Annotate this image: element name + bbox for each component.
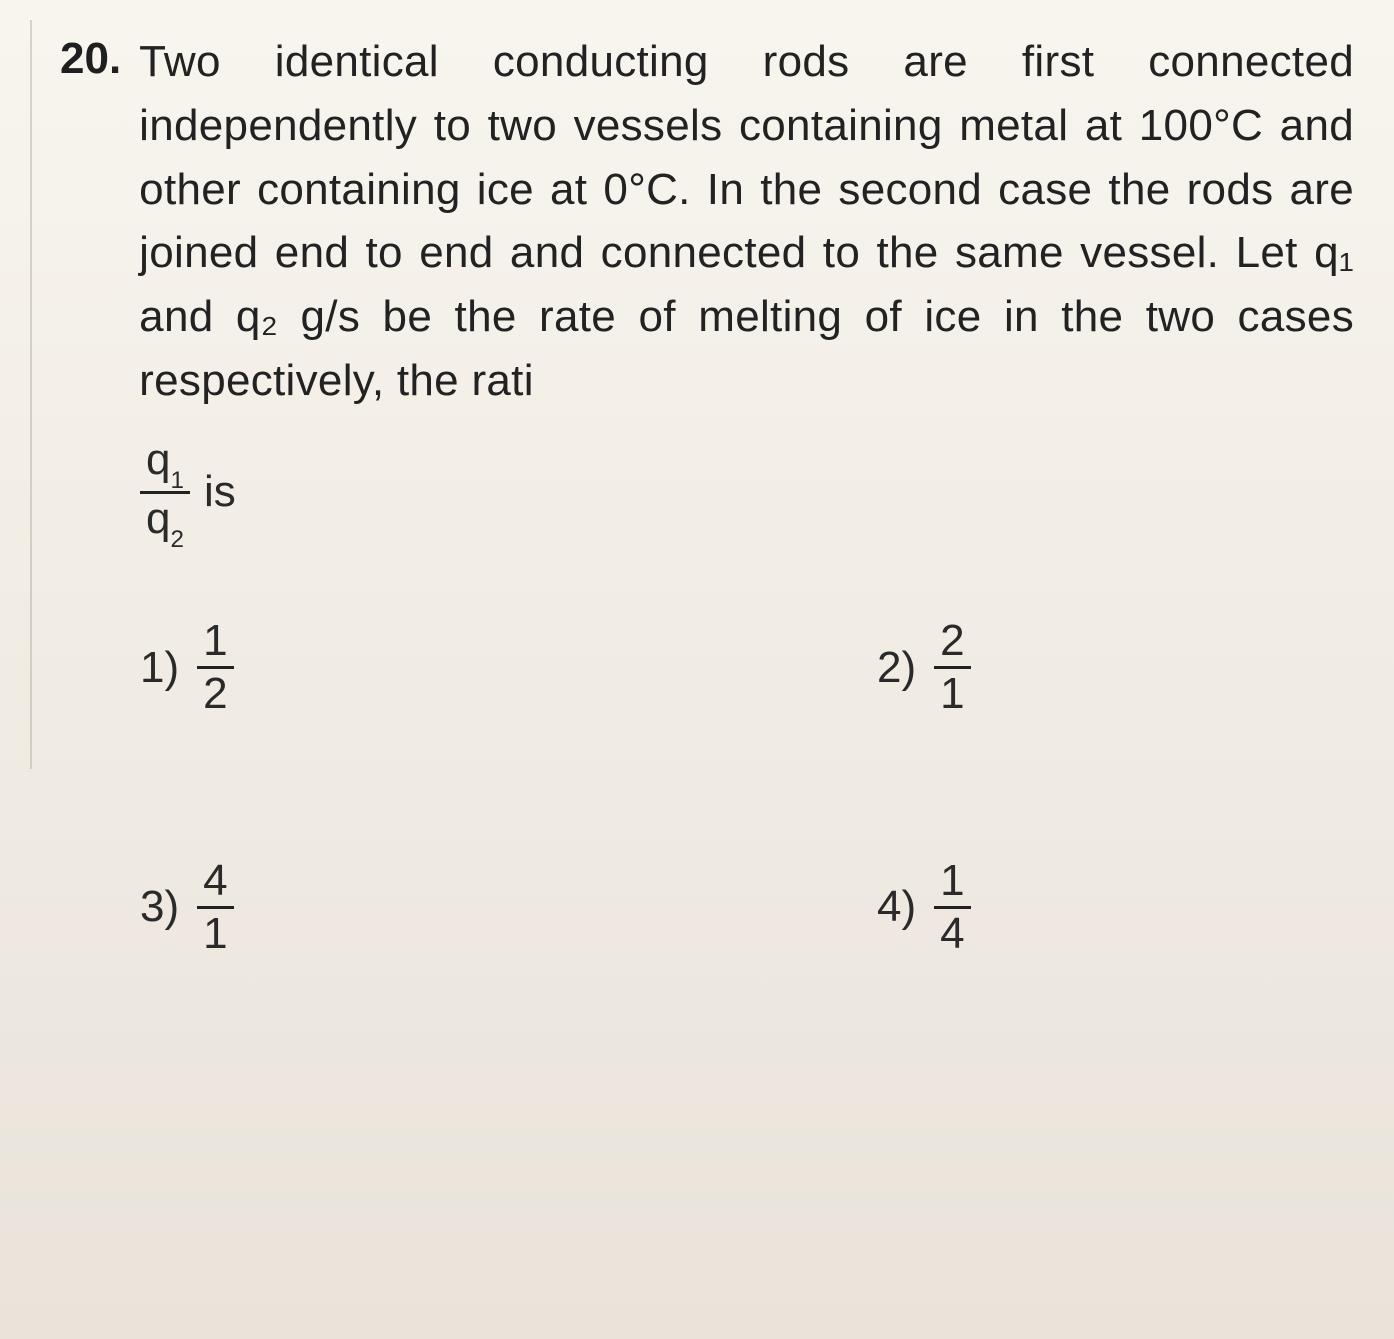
question-text: Two identical conducting rods are first … (139, 30, 1354, 413)
ratio-numerator: q1 (140, 437, 190, 491)
option-4[interactable]: 4) 1 4 (877, 858, 1354, 957)
option-1-fraction: 1 2 (197, 618, 233, 717)
option-2-num: 2 (934, 618, 970, 666)
ratio-denominator: q2 (140, 494, 190, 548)
option-2-fraction: 2 1 (934, 618, 970, 717)
option-2-den: 1 (934, 669, 970, 717)
option-3-den: 1 (197, 909, 233, 957)
ratio-fraction: q1 q2 (140, 437, 190, 548)
option-4-den: 4 (934, 909, 970, 957)
option-3-fraction: 4 1 (197, 858, 233, 957)
ratio-expression: q1 q2 is (140, 437, 1354, 548)
option-1-num: 1 (197, 618, 233, 666)
option-3[interactable]: 3) 4 1 (140, 858, 617, 957)
ratio-num-base: q (146, 435, 170, 484)
option-3-num: 4 (197, 858, 233, 906)
option-1-label: 1) (140, 643, 179, 693)
option-3-label: 3) (140, 882, 179, 932)
ratio-num-sub: 1 (170, 467, 183, 494)
option-1[interactable]: 1) 1 2 (140, 618, 617, 717)
question-number: 20. (60, 34, 121, 84)
option-2-label: 2) (877, 643, 916, 693)
ratio-den-base: q (146, 494, 170, 543)
ratio-suffix: is (204, 467, 236, 517)
option-2[interactable]: 2) 2 1 (877, 618, 1354, 717)
options-grid: 1) 1 2 2) 2 1 3) 4 1 4) (140, 618, 1354, 957)
option-1-den: 2 (197, 669, 233, 717)
option-4-label: 4) (877, 882, 916, 932)
option-4-num: 1 (934, 858, 970, 906)
option-4-fraction: 1 4 (934, 858, 970, 957)
page: 20. Two identical conducting rods are fi… (0, 0, 1394, 1339)
left-divider (30, 20, 32, 769)
question-block: 20. Two identical conducting rods are fi… (60, 30, 1354, 413)
ratio-den-sub: 2 (170, 526, 183, 553)
